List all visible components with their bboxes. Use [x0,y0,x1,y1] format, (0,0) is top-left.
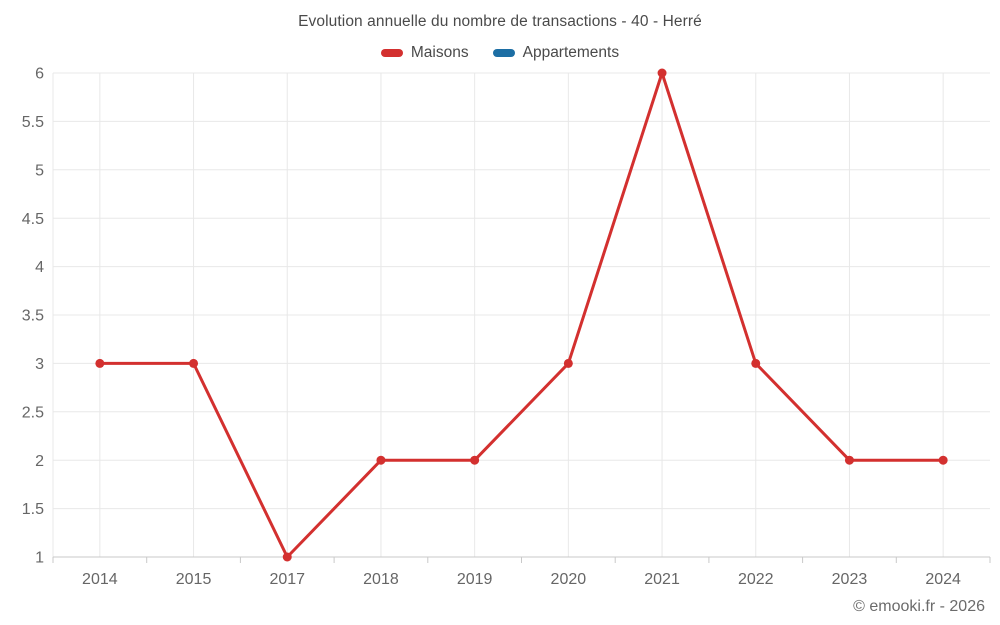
svg-text:3.5: 3.5 [22,308,44,325]
legend-item-maisons[interactable]: Maisons [380,44,469,62]
svg-text:2020: 2020 [551,571,587,588]
legend-item-appartements[interactable]: Appartements [492,44,620,62]
svg-text:2023: 2023 [832,571,868,588]
data-point-maisons-2014[interactable] [95,358,105,368]
legend: Maisons Appartements [0,44,1000,62]
series-points-maisons [95,68,948,562]
appartements-series-marker-icon [492,49,515,57]
data-point-maisons-2021[interactable] [657,68,667,78]
svg-text:2018: 2018 [363,571,399,588]
legend-label-maisons: Maisons [410,44,469,61]
svg-text:2: 2 [35,453,44,470]
svg-text:2019: 2019 [457,571,493,588]
data-point-maisons-2017[interactable] [282,552,292,562]
series-line-maisons [99,71,944,559]
data-point-maisons-2015[interactable] [189,358,199,368]
svg-text:2021: 2021 [644,571,680,588]
data-point-maisons-2019[interactable] [470,455,480,465]
svg-text:4: 4 [35,259,44,276]
chart-title: Evolution annuelle du nombre de transact… [298,13,702,30]
legend-label-appartements: Appartements [522,44,620,61]
svg-text:2014: 2014 [82,571,118,588]
y-axis-labels: 1 1.5 2 2.5 3 3.5 4 4.5 5 5.5 6 [22,66,44,567]
svg-text:3: 3 [35,356,44,373]
x-axis-labels: 2014 2015 2017 2018 2019 2020 2021 2022 2023 2024 [82,571,961,588]
svg-text:2024: 2024 [925,571,961,588]
svg-text:2022: 2022 [738,571,774,588]
data-point-maisons-2023[interactable] [844,455,854,465]
data-point-maisons-2018[interactable] [376,455,386,465]
maisons-series-marker-icon [380,49,403,57]
svg-text:1.5: 1.5 [22,501,44,518]
svg-text:1: 1 [35,550,44,567]
svg-text:4.5: 4.5 [22,211,44,228]
svg-text:5: 5 [35,162,44,179]
svg-text:2015: 2015 [176,571,212,588]
svg-text:6: 6 [35,66,44,83]
data-point-maisons-2024[interactable] [938,455,948,465]
data-point-maisons-2022[interactable] [751,358,761,368]
copyright-credit: © emooki.fr - 2026 [853,598,985,615]
svg-text:5.5: 5.5 [22,114,44,131]
svg-text:2.5: 2.5 [22,404,44,421]
x-axis-ticks [52,557,991,563]
data-point-maisons-2020[interactable] [563,358,573,368]
svg-text:2017: 2017 [269,571,305,588]
